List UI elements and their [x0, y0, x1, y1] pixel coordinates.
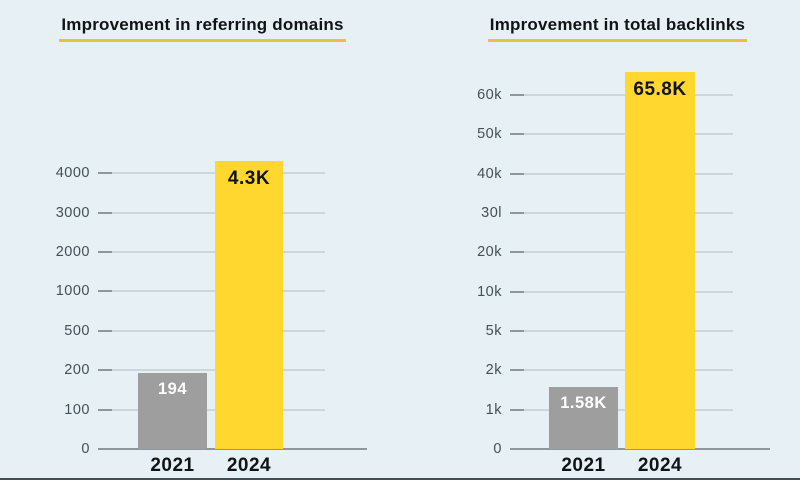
y-tick-label-3000: 3000 [55, 204, 90, 221]
tick-mark [98, 290, 112, 293]
tick-mark [510, 133, 524, 136]
tick-mark [510, 172, 524, 175]
tick-mark [510, 290, 524, 293]
y-tick-label-0: 0 [81, 441, 90, 457]
x-axis-label-2024: 2024 [226, 455, 272, 476]
y-tick-label-2k: 2k [485, 362, 502, 379]
y-tick-label-0: 0 [493, 441, 502, 457]
tick-mark [98, 251, 112, 253]
y-tick-label-40k: 40k [477, 165, 502, 182]
bar-value-label-2024: 4.3K [227, 168, 271, 190]
tick-mark [510, 212, 524, 215]
bar-value-label-2021: 1.58K [560, 393, 607, 412]
x-axis-label-2021: 2021 [150, 455, 195, 476]
y-tick-label-10k: 10k [477, 283, 502, 300]
y-tick-label-5k: 5k [485, 323, 502, 339]
y-tick-label-1k: 1k [485, 401, 502, 418]
bar-2024 [625, 72, 695, 449]
chart-title-text: Improvement in total backlinks [487, 15, 748, 42]
x-axis-label-2024: 2024 [637, 455, 683, 476]
bottom-edge-strip [0, 478, 800, 480]
chart-title: Improvement in total backlinks [445, 15, 790, 42]
chart-referring-domains: Improvement in referring domains 0 100 200… [30, 0, 375, 480]
y-tick-label-20k: 20k [477, 244, 502, 261]
y-tick-label-4000: 4000 [55, 165, 90, 182]
bar-2024 [215, 161, 283, 449]
chart-total-backlinks: Improvement in total backlinks 0 1k 2k 5k 10… [445, 0, 790, 480]
y-tick-label-100: 100 [64, 401, 90, 418]
tick-mark [510, 94, 524, 97]
chart-title: Improvement in referring domains [30, 15, 375, 42]
y-tick-label-1000: 1000 [55, 283, 90, 300]
y-tick-label-200: 200 [64, 362, 90, 379]
y-tick-label-500: 500 [64, 322, 90, 339]
tick-mark [98, 211, 112, 214]
tick-mark [98, 369, 112, 372]
y-tick-label-2000: 2000 [55, 244, 90, 260]
tick-mark [510, 251, 524, 254]
tick-mark [98, 172, 112, 175]
y-tick-label-30l: 30l [481, 205, 502, 222]
x-axis-baseline [510, 448, 770, 450]
tick-mark [510, 330, 524, 332]
tick-mark [510, 408, 524, 411]
x-axis-label-2021: 2021 [561, 455, 606, 476]
x-axis-baseline [98, 448, 367, 450]
bar-value-label-2021: 194 [157, 379, 188, 398]
bar-2021 [138, 372, 207, 449]
tick-mark [510, 369, 524, 372]
bar-2021 [549, 386, 618, 449]
bar-value-label-2024: 65.8K [633, 79, 687, 101]
y-tick-label-50k: 50k [477, 126, 502, 143]
chart-title-text: Improvement in referring domains [59, 15, 346, 42]
y-tick-label-60k: 60k [477, 87, 502, 104]
tick-mark [98, 329, 112, 332]
tick-mark [98, 408, 112, 411]
